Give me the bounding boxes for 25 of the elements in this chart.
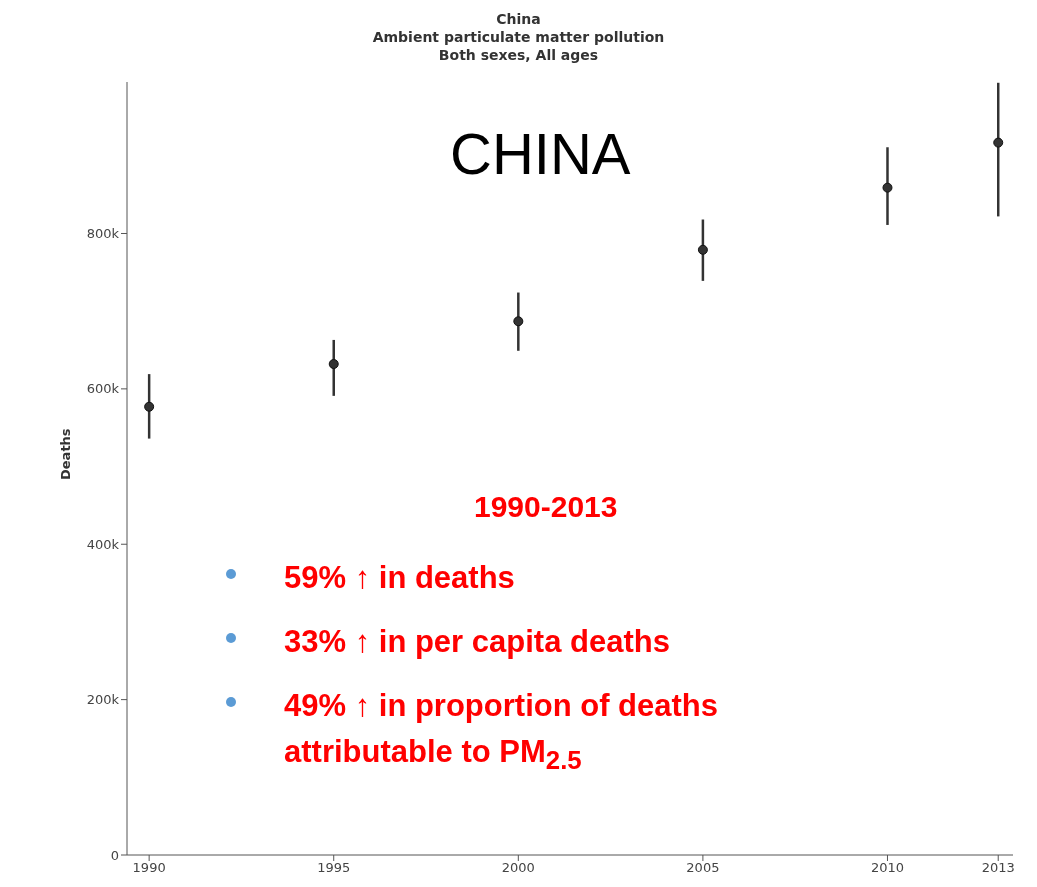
- x-tick-label: 1990: [132, 860, 166, 876]
- x-tick-label: 2005: [686, 860, 720, 876]
- x-tick-label: 1995: [317, 860, 351, 876]
- annotation: 1990-2013: [474, 490, 618, 524]
- annotation: 49% ↑ in proportion of deaths attributable to PM$_{2.5}$: [284, 687, 719, 777]
- annotation: 33% ↑ in per capita deaths: [284, 623, 671, 661]
- annotation: 59% ↑ in deaths: [284, 559, 516, 597]
- y-tick-label: 400k: [86, 536, 120, 552]
- point: [328, 359, 339, 370]
- x-tick-label: 2000: [501, 860, 535, 876]
- y-tick-label: 800k: [86, 226, 120, 242]
- annotation: CHINA: [450, 120, 631, 187]
- point: [697, 244, 708, 255]
- y-tick-label: 0: [110, 847, 119, 863]
- chart-subtitle: Ambient particulate matter pollution Both sexes, All ages: [371, 28, 666, 64]
- y-axis-title: Deaths: [58, 428, 73, 480]
- point: [882, 182, 893, 193]
- x-tick-label: 2013: [981, 860, 1015, 876]
- y-tick-label: 200k: [86, 692, 120, 708]
- point: [144, 401, 155, 412]
- chart-title: China: [495, 10, 542, 28]
- y-tick-label: 600k: [86, 381, 120, 397]
- point: [993, 137, 1004, 148]
- point: [513, 316, 524, 327]
- x-tick-label: 2010: [870, 860, 905, 876]
